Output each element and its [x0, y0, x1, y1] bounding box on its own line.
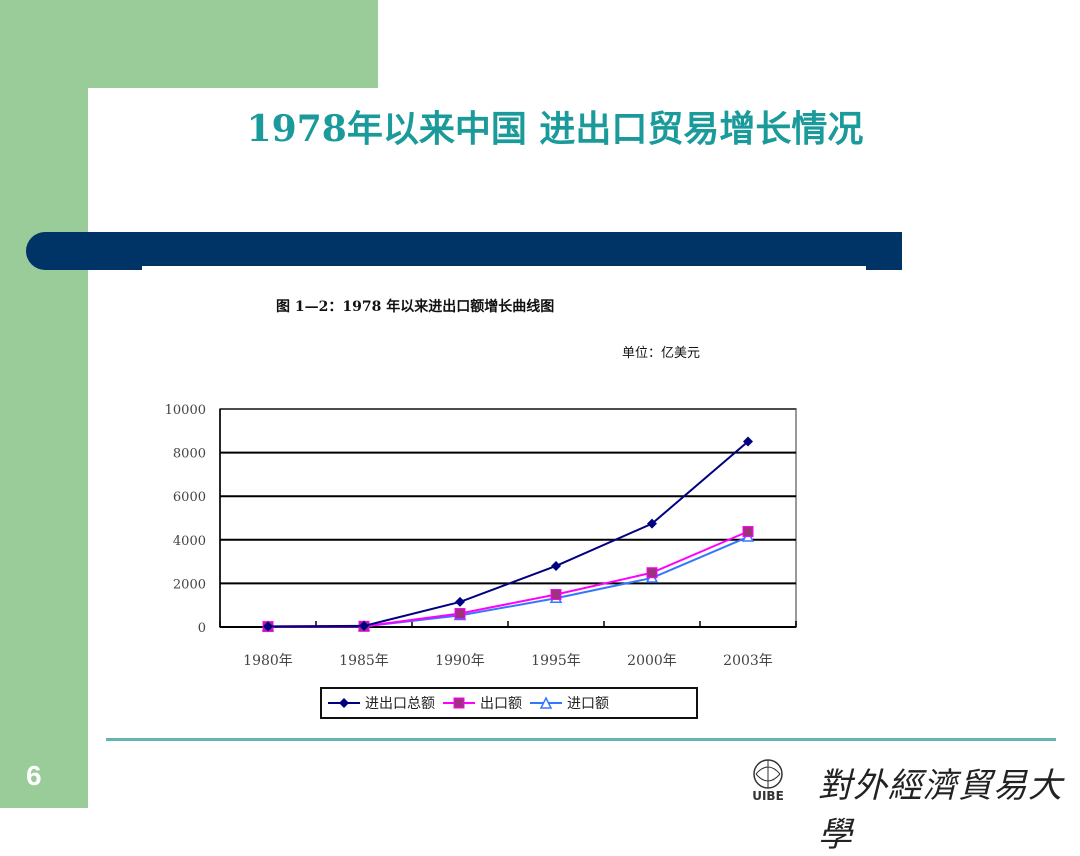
- legend-marker-square-icon: [443, 697, 475, 709]
- legend-marker-diamond-icon: [328, 698, 360, 708]
- series-line-total: [267, 440, 749, 628]
- legend-label-total: 进出口总额: [365, 696, 435, 712]
- sidebar-band: [0, 0, 88, 808]
- logo-text: UIBE: [752, 789, 784, 803]
- legend-marker-triangle-icon: [530, 696, 562, 709]
- data-point-total: [263, 621, 273, 632]
- university-name: 對外經濟貿易大學: [818, 766, 1063, 855]
- footer-divider: [106, 738, 1056, 741]
- data-point-export: [646, 567, 658, 579]
- legend-item-export: 出口额: [441, 693, 522, 713]
- data-point-total: [455, 596, 465, 607]
- slide-title: 1978年以来中国 进出口贸易增长情况: [246, 108, 864, 150]
- chart-legend: 进出口总额 出口额 进口额: [320, 687, 698, 719]
- y-tick-label: 0: [198, 621, 206, 636]
- divider-gap: [142, 266, 866, 272]
- y-tick-label: 8000: [173, 447, 206, 462]
- data-point-export: [454, 607, 466, 619]
- y-tick-label: 4000: [173, 534, 206, 549]
- y-tick-label: 10000: [165, 403, 206, 418]
- legend-label-import: 进口额: [567, 696, 609, 712]
- header-block: [88, 0, 378, 88]
- legend-item-total: 进出口总额: [326, 693, 435, 713]
- y-tick-label: 2000: [173, 577, 206, 592]
- x-tick-label: 1980年: [243, 653, 293, 669]
- data-point-total: [743, 436, 753, 447]
- x-tick-label: 1990年: [435, 653, 485, 669]
- figure-caption: 图 1—2：1978 年以来进出口额增长曲线图: [276, 299, 555, 315]
- data-point-total: [359, 620, 369, 631]
- university-logo-icon: UIBE: [752, 759, 784, 803]
- data-point-export: [742, 526, 754, 538]
- legend-label-export: 出口额: [480, 696, 522, 712]
- data-point-total: [647, 518, 657, 529]
- x-tick-label: 1985年: [339, 653, 389, 669]
- line-chart: 0 2000 4000 6000 8000 10000 1980年 1985年 1990年 199…: [165, 403, 797, 669]
- data-point-export: [550, 589, 562, 601]
- legend-item-import: 进口额: [528, 693, 609, 713]
- page-number: 6: [26, 760, 42, 791]
- x-tick-label: 1995年: [531, 653, 581, 669]
- x-tick-label: 2000年: [627, 653, 677, 669]
- unit-label: 单位：亿美元: [622, 346, 701, 361]
- y-tick-label: 6000: [173, 490, 206, 505]
- title-divider-bar: [26, 232, 902, 270]
- data-point-total: [551, 560, 561, 571]
- plot-area: [219, 408, 797, 628]
- x-tick-label: 2003年: [723, 653, 773, 669]
